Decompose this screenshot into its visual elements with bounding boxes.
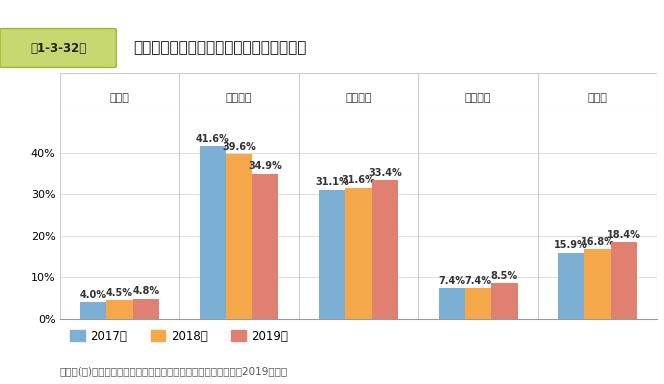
Bar <box>226 154 252 319</box>
Text: 41.6%: 41.6% <box>196 134 230 144</box>
Bar <box>465 288 491 319</box>
Bar <box>345 188 372 319</box>
Text: 第1-3-32図: 第1-3-32図 <box>30 41 86 55</box>
Bar <box>584 249 611 319</box>
Text: 創業者: 創業者 <box>110 93 129 103</box>
Text: 39.6%: 39.6% <box>222 142 256 152</box>
Text: 事業を承継した社長の先代経営者との関係: 事業を承継した社長の先代経営者との関係 <box>133 40 306 56</box>
Bar <box>491 283 517 319</box>
Text: 4.8%: 4.8% <box>132 286 159 296</box>
Bar <box>252 174 278 319</box>
Bar <box>80 302 106 319</box>
Bar <box>200 146 226 319</box>
Bar <box>439 288 465 319</box>
Text: 8.5%: 8.5% <box>491 271 518 281</box>
Text: その他: その他 <box>588 93 608 103</box>
Bar <box>106 300 133 319</box>
Text: 33.4%: 33.4% <box>368 168 402 178</box>
Bar <box>319 190 345 319</box>
Text: 7.4%: 7.4% <box>465 276 491 286</box>
Text: 16.8%: 16.8% <box>580 237 615 247</box>
Bar <box>611 242 637 319</box>
Text: 同族承継: 同族承継 <box>226 93 252 103</box>
Text: 31.6%: 31.6% <box>342 175 375 185</box>
Text: 外部招聘: 外部招聘 <box>465 93 491 103</box>
Text: 18.4%: 18.4% <box>607 230 641 240</box>
Bar <box>558 253 584 319</box>
Legend: 2017年, 2018年, 2019年: 2017年, 2018年, 2019年 <box>66 325 293 347</box>
Text: 4.5%: 4.5% <box>106 288 133 298</box>
Text: 資料：(株)帝国データバンク「全国・後継者不在企業動向調査（2019年）」: 資料：(株)帝国データバンク「全国・後継者不在企業動向調査（2019年）」 <box>60 366 288 376</box>
Text: 31.1%: 31.1% <box>315 177 349 187</box>
FancyBboxPatch shape <box>0 28 116 68</box>
Text: 15.9%: 15.9% <box>554 240 588 250</box>
Text: 内部昇格: 内部昇格 <box>345 93 372 103</box>
Text: 34.9%: 34.9% <box>248 162 282 172</box>
Text: 7.4%: 7.4% <box>438 276 465 286</box>
Text: 4.0%: 4.0% <box>80 290 107 300</box>
Bar <box>372 180 398 319</box>
Bar <box>133 299 159 319</box>
